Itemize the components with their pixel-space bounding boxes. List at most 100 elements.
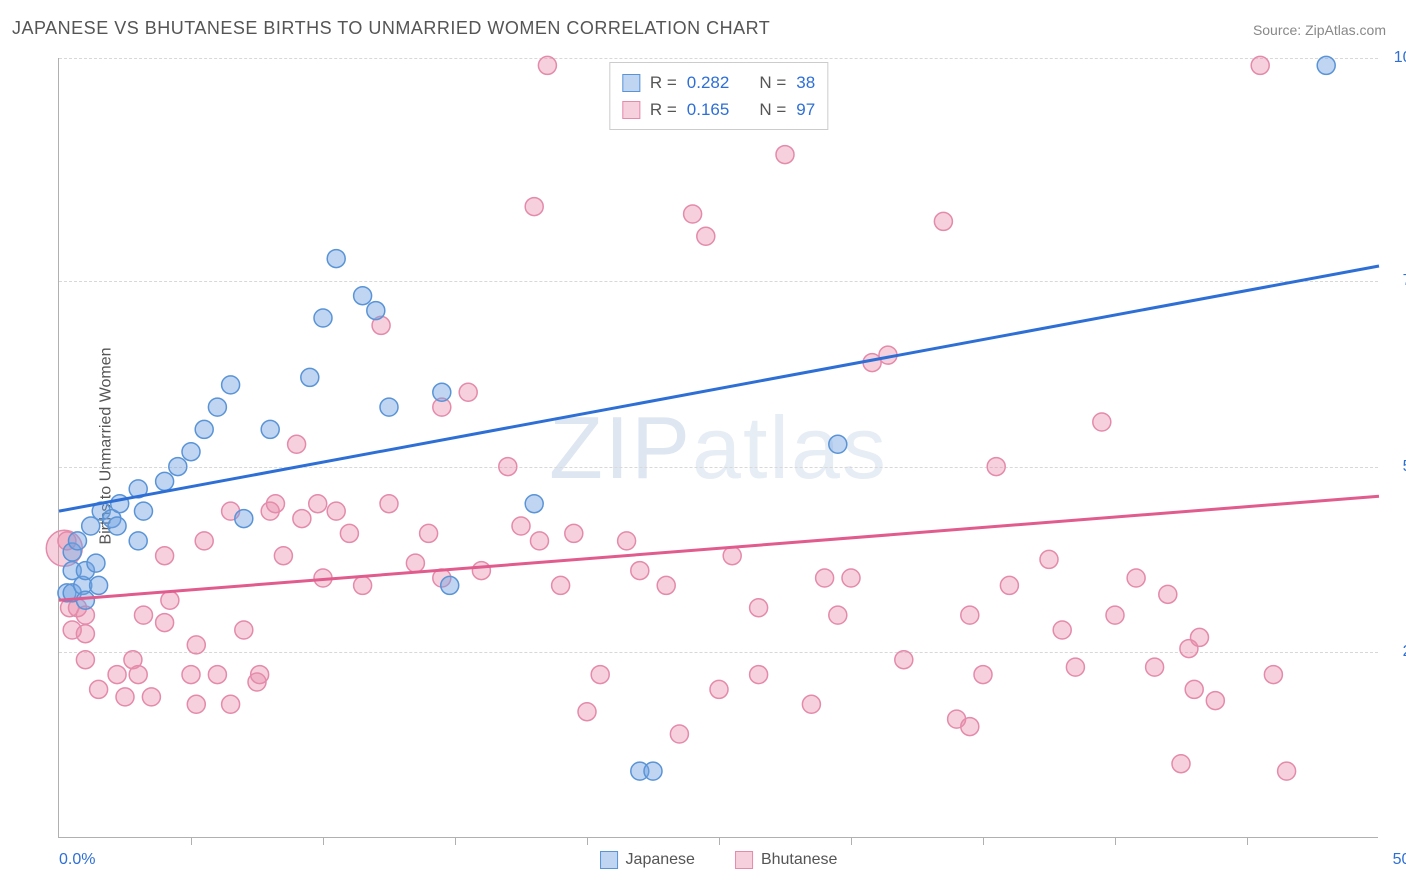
r-label: R = [650, 96, 677, 123]
scatter-point [1106, 606, 1124, 624]
scatter-point [156, 472, 174, 490]
scatter-point [116, 688, 134, 706]
scatter-point [222, 376, 240, 394]
scatter-point [182, 443, 200, 461]
scatter-point [235, 621, 253, 639]
scatter-point [1159, 585, 1177, 603]
scatter-point [578, 703, 596, 721]
x-tick [323, 837, 324, 845]
scatter-point [195, 420, 213, 438]
scatter-point [108, 517, 126, 535]
x-tick [191, 837, 192, 845]
legend-item-japanese: Japanese [600, 851, 695, 869]
scatter-point [750, 666, 768, 684]
scatter-point [657, 576, 675, 594]
scatter-point [530, 532, 548, 550]
scatter-point [1040, 550, 1058, 568]
scatter-point [1206, 692, 1224, 710]
scatter-point [525, 495, 543, 513]
scatter-point [90, 680, 108, 698]
n-value-japanese: 38 [796, 69, 815, 96]
scatter-point [156, 614, 174, 632]
scatter-point [195, 532, 213, 550]
stats-legend-box: R = 0.282 N = 38 R = 0.165 N = 97 [609, 62, 828, 130]
stats-row-japanese: R = 0.282 N = 38 [622, 69, 815, 96]
scatter-point [301, 368, 319, 386]
legend-label-bhutanese: Bhutanese [761, 851, 838, 869]
scatter-point [187, 695, 205, 713]
bottom-legend: Japanese Bhutanese [600, 851, 838, 869]
scatter-point [266, 495, 284, 513]
scatter-point [1172, 755, 1190, 773]
scatter-point [525, 198, 543, 216]
scatter-point [380, 398, 398, 416]
source-name: ZipAtlas.com [1305, 22, 1386, 38]
scatter-point [161, 591, 179, 609]
stats-row-bhutanese: R = 0.165 N = 97 [622, 96, 815, 123]
scatter-point [129, 532, 147, 550]
x-axis-max-label: 50.0% [1393, 851, 1406, 869]
x-axis-min-label: 0.0% [59, 851, 95, 869]
swatch-bhutanese [735, 851, 753, 869]
scatter-point [512, 517, 530, 535]
scatter-point [142, 688, 160, 706]
scatter-point [261, 420, 279, 438]
scatter-point [182, 666, 200, 684]
scatter-point [750, 599, 768, 617]
scatter-point [776, 146, 794, 164]
scatter-point [134, 502, 152, 520]
scatter-point [251, 666, 269, 684]
scatter-point [538, 56, 556, 74]
scatter-point [76, 625, 94, 643]
x-tick [983, 837, 984, 845]
scatter-point [459, 383, 477, 401]
scatter-point [684, 205, 702, 223]
scatter-point [208, 666, 226, 684]
scatter-point [1066, 658, 1084, 676]
scatter-point [631, 562, 649, 580]
scatter-point [76, 591, 94, 609]
scatter-point [1251, 56, 1269, 74]
scatter-point [340, 524, 358, 542]
scatter-point [961, 606, 979, 624]
source-prefix: Source: [1253, 22, 1305, 38]
plot-area: ZIPatlas 25.0%50.0%75.0%100.0% R = 0.282… [58, 58, 1378, 838]
scatter-point [1185, 680, 1203, 698]
x-tick [587, 837, 588, 845]
scatter-point [644, 762, 662, 780]
scatter-point [68, 532, 86, 550]
scatter-point [129, 666, 147, 684]
n-label: N = [759, 96, 786, 123]
y-tick-label: 50.0% [1388, 458, 1406, 476]
scatter-point [208, 398, 226, 416]
scatter-point [723, 547, 741, 565]
y-tick-label: 75.0% [1388, 272, 1406, 290]
scatter-point [314, 309, 332, 327]
scatter-point [499, 458, 517, 476]
scatter-point [974, 666, 992, 684]
scatter-point [934, 212, 952, 230]
scatter-svg [59, 58, 1378, 837]
y-tick-label: 100.0% [1388, 49, 1406, 67]
scatter-point [829, 606, 847, 624]
trend-line [59, 496, 1379, 600]
scatter-point [354, 287, 372, 305]
scatter-point [565, 524, 583, 542]
scatter-point [1093, 413, 1111, 431]
scatter-point [1190, 628, 1208, 646]
scatter-point [87, 554, 105, 572]
x-tick [1247, 837, 1248, 845]
trend-line [59, 266, 1379, 511]
scatter-point [293, 510, 311, 528]
x-tick [455, 837, 456, 845]
scatter-point [842, 569, 860, 587]
scatter-point [288, 435, 306, 453]
scatter-point [441, 576, 459, 594]
chart-container: JAPANESE VS BHUTANESE BIRTHS TO UNMARRIE… [0, 0, 1406, 892]
scatter-point [327, 502, 345, 520]
scatter-point [1317, 56, 1335, 74]
scatter-point [420, 524, 438, 542]
scatter-point [1146, 658, 1164, 676]
scatter-point [187, 636, 205, 654]
scatter-point [380, 495, 398, 513]
